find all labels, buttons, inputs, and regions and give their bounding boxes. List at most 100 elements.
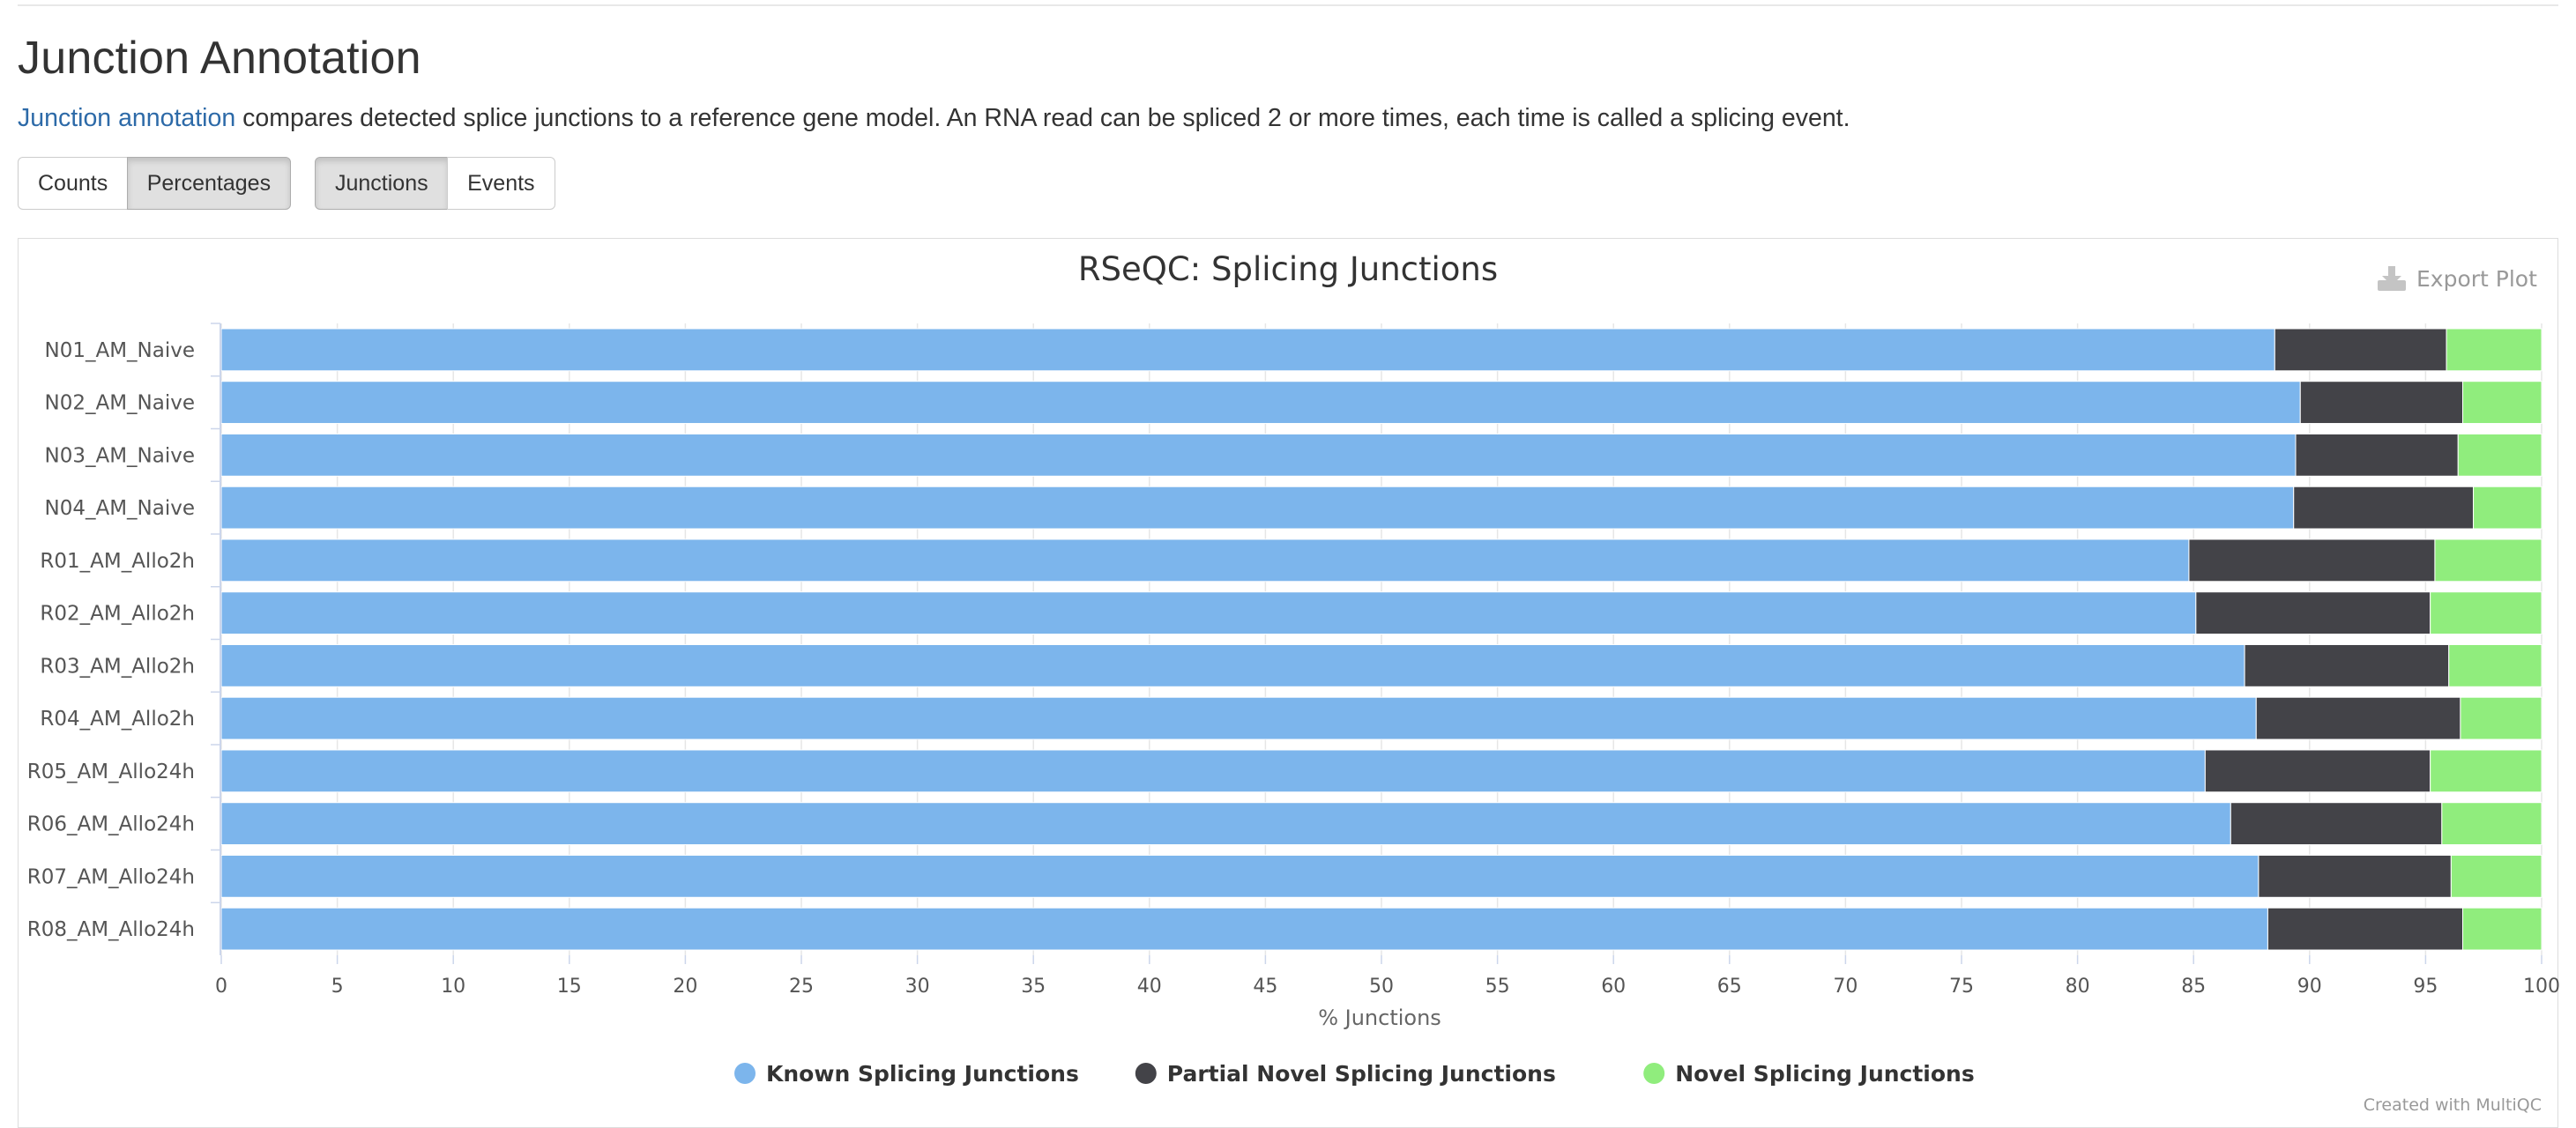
x-tick-label: 50 bbox=[1369, 976, 1394, 998]
legend: Known Splicing Junctions Partial Novel Sp… bbox=[734, 1061, 1975, 1087]
bar-segment-partial-novel[interactable] bbox=[2293, 486, 2475, 530]
events-button[interactable]: Events bbox=[447, 157, 555, 210]
x-tick-label: 90 bbox=[2297, 976, 2322, 998]
x-tick-label: 80 bbox=[2066, 976, 2090, 998]
bar-segment-known[interactable] bbox=[220, 328, 2275, 372]
axes: 0 5 10 15 20 25 30 35 40 45 50 55 60 65 70 75 80 85 90 95 10… bbox=[27, 323, 2560, 998]
bar-segment-partial-novel[interactable] bbox=[2195, 591, 2431, 635]
x-tick-label: 75 bbox=[1949, 976, 1974, 998]
x-tick-label: 15 bbox=[557, 976, 582, 998]
legend-marker bbox=[734, 1063, 756, 1084]
download-icon bbox=[2378, 266, 2406, 291]
bar-segment-novel[interactable] bbox=[2473, 486, 2542, 530]
bar-segment-known[interactable] bbox=[220, 854, 2260, 898]
bar-segment-novel[interactable] bbox=[2446, 328, 2542, 372]
bar-segment-novel[interactable] bbox=[2434, 538, 2542, 583]
x-tick-label: 100 bbox=[2523, 976, 2560, 998]
category-label: N04_AM_Naive bbox=[44, 497, 195, 520]
bar-segment-partial-novel[interactable] bbox=[2267, 907, 2464, 951]
x-tick-label: 95 bbox=[2413, 976, 2438, 998]
bar-segment-known[interactable] bbox=[220, 907, 2268, 951]
x-tick-label: 45 bbox=[1253, 976, 1277, 998]
bar-segment-novel[interactable] bbox=[2457, 433, 2542, 477]
bar-segment-partial-novel[interactable] bbox=[2204, 749, 2431, 793]
chart-title: RSeQC: Splicing Junctions bbox=[1078, 250, 1498, 288]
legend-label: Partial Novel Splicing Junctions bbox=[1167, 1061, 1556, 1087]
x-tick-label: 25 bbox=[789, 976, 814, 998]
category-label: R04_AM_Allo2h bbox=[40, 708, 195, 731]
x-tick-label: 40 bbox=[1137, 976, 1162, 998]
export-plot-label: Export Plot bbox=[2416, 265, 2537, 292]
bar-segment-novel[interactable] bbox=[2430, 591, 2542, 635]
bar-segment-partial-novel[interactable] bbox=[2255, 696, 2461, 740]
x-tick-label: 85 bbox=[2181, 976, 2206, 998]
bar-segment-partial-novel[interactable] bbox=[2188, 538, 2436, 583]
x-tick-label: 0 bbox=[215, 976, 227, 998]
bar-segment-novel[interactable] bbox=[2462, 907, 2542, 951]
multiqc-credit: Created with MultiQC bbox=[2363, 1095, 2542, 1115]
category-label: N02_AM_Naive bbox=[44, 392, 195, 415]
dataset-toggle: Junctions Events bbox=[315, 157, 555, 210]
x-tick-label: 60 bbox=[1601, 976, 1626, 998]
legend-label: Known Splicing Junctions bbox=[766, 1061, 1079, 1087]
bar-segment-known[interactable] bbox=[220, 643, 2245, 687]
bars bbox=[220, 328, 2542, 951]
bar-segment-partial-novel[interactable] bbox=[2299, 381, 2464, 425]
counts-button[interactable]: Counts bbox=[18, 157, 129, 210]
bar-segment-known[interactable] bbox=[220, 381, 2301, 425]
legend-item[interactable]: Novel Splicing Junctions bbox=[1643, 1061, 1975, 1087]
category-label: R02_AM_Allo2h bbox=[40, 603, 195, 626]
bar-segment-known[interactable] bbox=[220, 538, 2190, 583]
x-tick-label: 30 bbox=[905, 976, 930, 998]
bar-segment-partial-novel[interactable] bbox=[2244, 643, 2450, 687]
category-label: R06_AM_Allo24h bbox=[27, 813, 195, 836]
bar-segment-partial-novel[interactable] bbox=[2295, 433, 2459, 477]
bar-segment-known[interactable] bbox=[220, 433, 2297, 477]
x-tick-label: 65 bbox=[1717, 976, 1742, 998]
bar-segment-partial-novel[interactable] bbox=[2258, 854, 2452, 898]
legend-item[interactable]: Partial Novel Splicing Junctions bbox=[1135, 1061, 1556, 1087]
legend-marker bbox=[1135, 1063, 1157, 1084]
bar-segment-novel[interactable] bbox=[2450, 854, 2542, 898]
x-axis-label: % Junctions bbox=[1318, 1006, 1441, 1030]
legend-marker bbox=[1643, 1063, 1665, 1084]
section-title: Junction Annotation bbox=[18, 33, 421, 84]
bar-segment-novel[interactable] bbox=[2462, 381, 2542, 425]
bar-segment-novel[interactable] bbox=[2430, 749, 2542, 793]
category-label: R01_AM_Allo2h bbox=[40, 550, 195, 573]
category-label: R05_AM_Allo24h bbox=[27, 761, 195, 783]
bar-segment-novel[interactable] bbox=[2460, 696, 2542, 740]
percentages-button[interactable]: Percentages bbox=[126, 157, 292, 210]
x-tick-label: 10 bbox=[441, 976, 465, 998]
bar-segment-known[interactable] bbox=[220, 749, 2206, 793]
grid-lines bbox=[220, 323, 2542, 955]
bar-segment-known[interactable] bbox=[220, 696, 2257, 740]
category-label: N03_AM_Naive bbox=[44, 444, 195, 467]
category-label: R07_AM_Allo24h bbox=[27, 865, 195, 888]
x-tick-label: 70 bbox=[1833, 976, 1858, 998]
junction-annotation-link[interactable]: Junction annotation bbox=[18, 104, 236, 132]
category-label: R08_AM_Allo24h bbox=[27, 918, 195, 941]
top-divider bbox=[18, 4, 2558, 6]
bar-segment-known[interactable] bbox=[220, 591, 2197, 635]
bar-segment-novel[interactable] bbox=[2441, 802, 2542, 846]
x-tick-label: 35 bbox=[1021, 976, 1046, 998]
junctions-button[interactable]: Junctions bbox=[315, 157, 449, 210]
x-tick-label: 5 bbox=[331, 976, 344, 998]
category-label: N01_AM_Naive bbox=[44, 339, 195, 362]
bar-segment-novel[interactable] bbox=[2448, 643, 2542, 687]
description-text: compares detected splice junctions to a … bbox=[235, 104, 1850, 132]
legend-item[interactable]: Known Splicing Junctions bbox=[734, 1061, 1079, 1087]
bar-segment-known[interactable] bbox=[220, 486, 2295, 530]
section-description: Junction annotation compares detected sp… bbox=[18, 104, 1850, 133]
x-tick-label: 20 bbox=[673, 976, 697, 998]
bar-segment-known[interactable] bbox=[220, 802, 2231, 846]
bar-segment-partial-novel[interactable] bbox=[2230, 802, 2443, 846]
category-label: R03_AM_Allo2h bbox=[40, 655, 195, 678]
bar-segment-partial-novel[interactable] bbox=[2274, 328, 2447, 372]
legend-label: Novel Splicing Junctions bbox=[1675, 1061, 1975, 1087]
export-plot-button[interactable]: Export Plot bbox=[2376, 261, 2537, 296]
x-tick-label: 55 bbox=[1485, 976, 1510, 998]
value-type-toggle: Counts Percentages bbox=[18, 157, 292, 210]
